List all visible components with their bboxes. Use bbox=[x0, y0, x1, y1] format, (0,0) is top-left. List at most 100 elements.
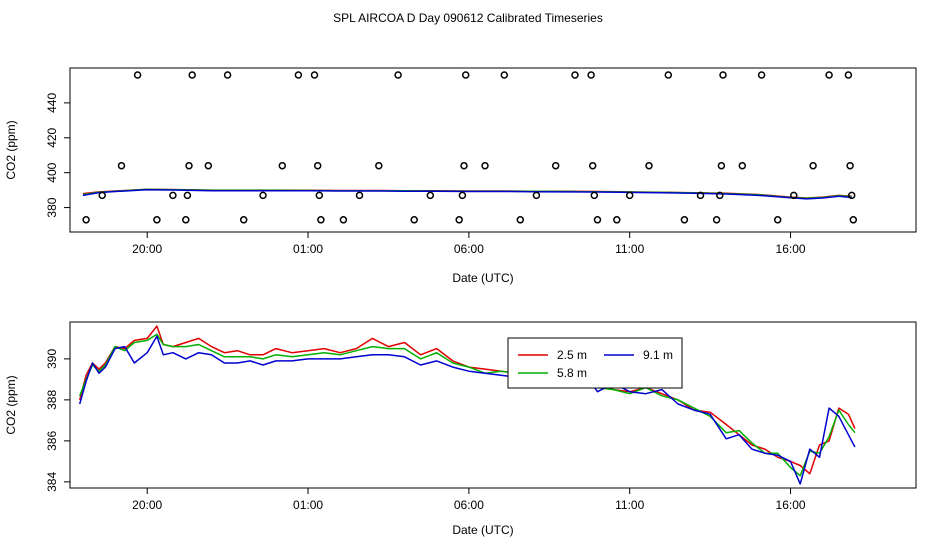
top-scatter-point bbox=[355, 191, 364, 200]
bottom-plot-frame bbox=[69, 321, 917, 489]
top-axes: 20:00 01:00 06:00 11:00 16:00 380 400 420 440 bbox=[45, 93, 806, 256]
top-scatter-point bbox=[182, 216, 190, 224]
top-scatter-point bbox=[500, 71, 509, 79]
top-scatter-point bbox=[846, 161, 854, 170]
top-scatter-point bbox=[461, 71, 470, 79]
top-scatter-point bbox=[458, 191, 467, 200]
top-scatter-point bbox=[825, 71, 833, 79]
bottom-panel: 20:00 01:00 06:00 11:00 16:00 384 386 388 390 Da… bbox=[4, 321, 917, 537]
top-scatter-point bbox=[809, 161, 817, 170]
top-x-tick-label: 01:00 bbox=[293, 242, 323, 256]
bottom-y-axis-label: CO2 (ppm) bbox=[4, 375, 18, 434]
top-scatter-point bbox=[133, 71, 142, 79]
bottom-x-tick-label: 01:00 bbox=[293, 498, 323, 512]
bottom-x-tick-label: 06:00 bbox=[454, 498, 484, 512]
top-scatter-point bbox=[259, 191, 267, 200]
bottom-plot-marks bbox=[78, 325, 856, 485]
top-scatter-point bbox=[98, 191, 106, 200]
top-scatter-point bbox=[117, 161, 126, 170]
top-x-tick-label: 11:00 bbox=[615, 242, 644, 256]
top-scatter-point bbox=[790, 191, 798, 200]
top-scatter-point bbox=[278, 161, 287, 170]
bottom-x-tick-label: 16:00 bbox=[776, 498, 806, 512]
top-scatter-point bbox=[239, 216, 248, 224]
top-y-tick-label: 420 bbox=[45, 127, 59, 147]
bottom-series-line-9-1-m bbox=[78, 335, 856, 485]
top-x-tick-label: 16:00 bbox=[776, 242, 806, 256]
legend-box bbox=[507, 337, 683, 389]
top-scatter-point bbox=[587, 71, 595, 79]
top-x-tick-label: 20:00 bbox=[132, 242, 162, 256]
top-scatter-point bbox=[664, 71, 673, 79]
top-scatter-point bbox=[738, 161, 747, 170]
bottom-y-tick-label: 390 bbox=[45, 349, 59, 369]
top-scatter-point bbox=[82, 216, 90, 224]
top-scatter-point bbox=[716, 191, 724, 200]
top-scatter-point bbox=[426, 191, 435, 200]
top-scatter-point bbox=[313, 161, 322, 170]
top-scatter-point bbox=[696, 191, 705, 200]
top-y-tick-label: 400 bbox=[45, 162, 59, 182]
top-scatter-point bbox=[339, 216, 348, 224]
top-scatter-point bbox=[188, 71, 196, 79]
top-scatter-point bbox=[375, 161, 383, 170]
top-scatter-point bbox=[849, 216, 858, 224]
legend-label-9-1m: 9.1 m bbox=[643, 348, 673, 362]
top-y-tick-label: 380 bbox=[45, 197, 59, 217]
top-series-line-9-1-m bbox=[82, 189, 852, 200]
top-plot-marks bbox=[82, 71, 858, 224]
top-scatter-point bbox=[204, 161, 213, 170]
bottom-x-axis-label: Date (UTC) bbox=[452, 523, 513, 537]
top-scatter-point bbox=[481, 161, 489, 170]
top-scatter-point bbox=[717, 161, 726, 170]
legend: 2.5 m 9.1 m 5.8 m bbox=[507, 337, 683, 389]
top-scatter-point bbox=[847, 191, 856, 200]
bottom-x-tick-label: 11:00 bbox=[615, 498, 644, 512]
top-scatter-point bbox=[294, 71, 303, 79]
top-scatter-point bbox=[315, 191, 324, 200]
bottom-x-tick-label: 20:00 bbox=[132, 498, 162, 512]
top-scatter-point bbox=[757, 71, 766, 79]
top-scatter-point bbox=[844, 71, 853, 79]
chart-title: SPL AIRCOA D Day 090612 Calibrated Times… bbox=[333, 11, 603, 25]
top-scatter-point bbox=[455, 216, 463, 224]
top-scatter-point bbox=[680, 216, 689, 224]
bottom-y-tick-label: 386 bbox=[45, 431, 59, 451]
top-scatter-point bbox=[625, 191, 634, 200]
top-scatter-point bbox=[223, 71, 232, 79]
top-scatter-point bbox=[394, 71, 402, 79]
top-scatter-point bbox=[185, 161, 193, 170]
top-plot-frame bbox=[69, 67, 917, 233]
top-scatter-point bbox=[183, 191, 192, 200]
top-scatter-point bbox=[588, 161, 597, 170]
top-scatter-point bbox=[613, 216, 621, 224]
top-scatter-point bbox=[532, 191, 541, 200]
top-scatter-point bbox=[719, 71, 727, 79]
top-scatter-point bbox=[153, 216, 161, 224]
bottom-y-tick-label: 388 bbox=[45, 390, 59, 410]
top-y-tick-label: 440 bbox=[45, 93, 59, 113]
top-panel: 20:00 01:00 06:00 11:00 16:00 380 400 420 440 Da… bbox=[4, 67, 917, 285]
top-scatter-point bbox=[590, 191, 599, 200]
bottom-series-line-5-8-m bbox=[79, 333, 856, 477]
top-scatter-point bbox=[169, 191, 177, 200]
top-scatter-point bbox=[317, 216, 325, 224]
legend-label-2-5m: 2.5 m bbox=[557, 348, 587, 362]
top-x-tick-label: 06:00 bbox=[454, 242, 484, 256]
top-scatter-point bbox=[593, 216, 602, 224]
top-scatter-point bbox=[551, 161, 560, 170]
top-y-axis-label: CO2 (ppm) bbox=[4, 120, 18, 179]
legend-label-5-8m: 5.8 m bbox=[557, 366, 587, 380]
top-scatter-point bbox=[571, 71, 579, 79]
top-x-axis-label: Date (UTC) bbox=[452, 271, 513, 285]
bottom-axes: 20:00 01:00 06:00 11:00 16:00 384 386 388 390 bbox=[45, 349, 806, 512]
top-scatter-point bbox=[460, 161, 468, 170]
top-scatter-point bbox=[310, 71, 319, 79]
bottom-y-tick-label: 384 bbox=[45, 472, 59, 492]
top-scatter-point bbox=[773, 216, 782, 224]
top-scatter-point bbox=[645, 161, 653, 170]
top-scatter-point bbox=[712, 216, 721, 224]
top-scatter-point bbox=[516, 216, 525, 224]
top-scatter-point bbox=[410, 216, 418, 224]
